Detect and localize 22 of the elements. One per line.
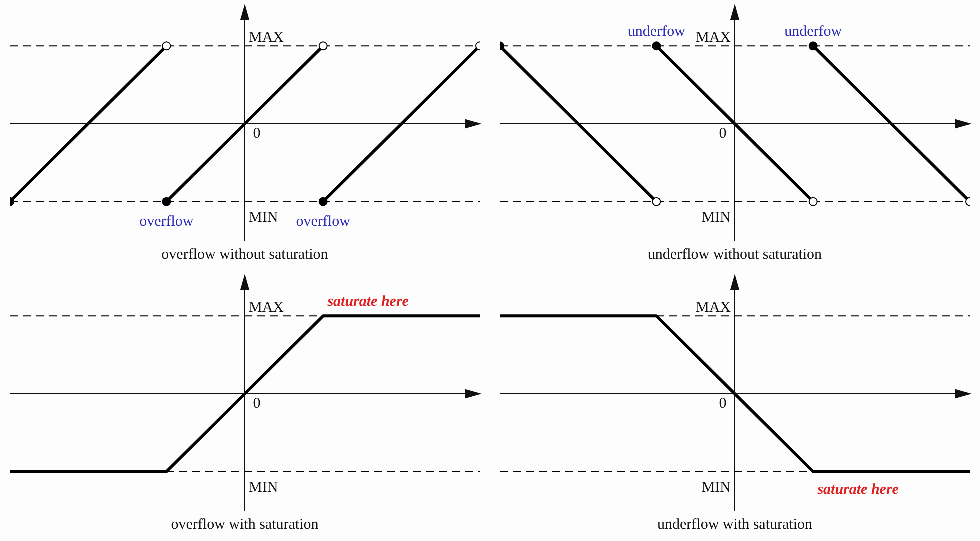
annotation: 0 [253,126,261,142]
annotation: overflow [296,214,351,230]
annotation: 0 [719,396,727,412]
ref-line-label: MAX [696,30,732,46]
text: overflow with saturation [170,517,320,534]
ref-line-label: MIN [249,480,278,496]
ref-line-label: MIN [249,210,278,226]
ref-line-label: MAX [696,300,732,316]
annotation: saturate here [816,482,900,498]
ref-line-label: MIN [702,480,732,496]
annotation: 0 [253,396,261,412]
annotation: underfow [628,24,686,40]
text: overflow without saturation [160,247,330,264]
text: underflow without saturation [646,247,824,264]
ref-line-label: MAX [249,30,284,46]
text: underflow with saturation [656,517,814,534]
annotation: 0 [719,126,727,142]
annotation: saturate here [326,294,410,310]
annotation: overflow [140,214,194,230]
ref-line-label: MIN [702,210,732,226]
ref-line-label: MAX [249,300,284,316]
annotation: underfow [784,24,842,40]
